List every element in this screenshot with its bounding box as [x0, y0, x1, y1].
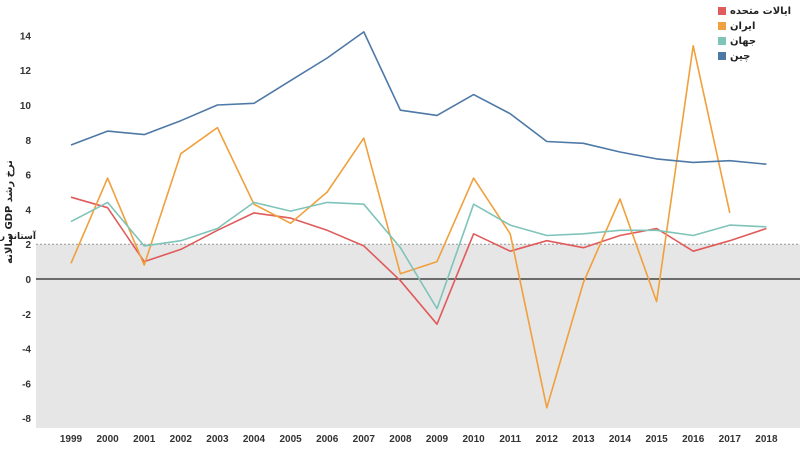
y-tick-label: 4	[25, 205, 31, 216]
x-tick-label: 2002	[170, 434, 193, 445]
x-tick-label: 2005	[279, 434, 302, 445]
x-tick-label: 2006	[316, 434, 339, 445]
x-tick-label: 2013	[572, 434, 595, 445]
series-lines	[70, 31, 767, 409]
y-tick-label: 14	[20, 31, 32, 42]
y-tick-label: 6	[25, 171, 31, 182]
x-tick-label: 2010	[462, 434, 485, 445]
y-tick-label: -4	[22, 345, 31, 356]
x-tick-label: 1999	[60, 434, 83, 445]
series-line-1	[70, 45, 731, 409]
recession-threshold-label: آستانه رکود	[0, 230, 37, 242]
legend-swatch	[718, 7, 726, 15]
x-axis-ticks: 1999 2000 2001 2002 2003 2004 2005 2006 2007 2008…	[60, 434, 778, 445]
legend: ایالات متحده ایران جهان چین	[718, 6, 791, 62]
x-tick-label: 2018	[755, 434, 778, 445]
x-tick-label: 2015	[645, 434, 668, 445]
x-tick-label: 2009	[426, 434, 449, 445]
legend-label: چین	[730, 51, 750, 62]
y-axis-label: نرخ رشد GDP سالانه	[4, 160, 15, 264]
y-tick-label: 10	[20, 101, 32, 112]
x-tick-label: 2011	[499, 434, 521, 445]
legend-label: ایالات متحده	[730, 6, 791, 17]
x-tick-label: 2001	[133, 434, 156, 445]
legend-swatch	[718, 37, 726, 45]
x-tick-label: 2016	[682, 434, 705, 445]
series-line-3	[70, 31, 767, 165]
x-tick-label: 2007	[353, 434, 376, 445]
x-tick-label: 2000	[96, 434, 119, 445]
y-tick-label: 8	[25, 136, 31, 147]
y-axis-ticks: 14 12 10 8 6 4 2 0 -2 -4 -6 -8	[20, 31, 32, 425]
below-threshold-shaded-area	[36, 244, 800, 428]
y-tick-label: -2	[22, 310, 31, 321]
legend-label: جهان	[730, 36, 756, 47]
x-tick-label: 2012	[536, 434, 559, 445]
legend-swatch	[718, 52, 726, 60]
x-tick-label: 2003	[206, 434, 229, 445]
y-tick-label: 2	[25, 240, 31, 251]
x-tick-label: 2017	[719, 434, 742, 445]
x-tick-label: 2008	[389, 434, 412, 445]
legend-label: ایران	[730, 21, 755, 32]
series-line-2	[70, 201, 767, 310]
y-tick-label: 0	[25, 275, 31, 286]
y-tick-label: -6	[22, 379, 31, 390]
x-tick-label: 2014	[609, 434, 632, 445]
y-tick-label: 12	[20, 66, 32, 77]
legend-swatch	[718, 22, 726, 30]
x-tick-label: 2004	[243, 434, 266, 445]
y-tick-label: -8	[22, 414, 31, 425]
